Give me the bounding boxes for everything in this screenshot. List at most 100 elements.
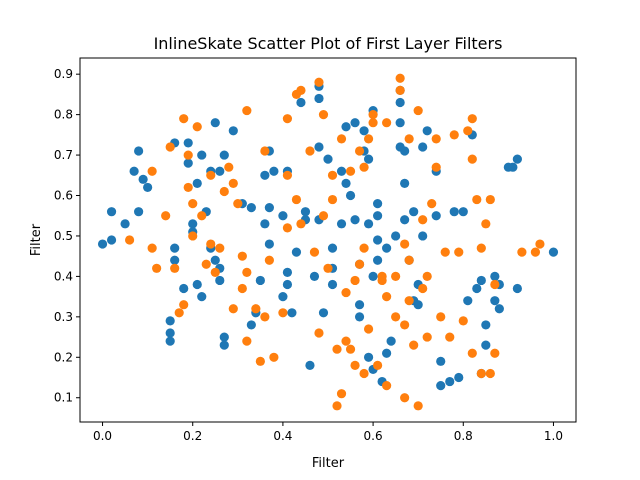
scatter-point	[463, 126, 473, 136]
scatter-point	[404, 255, 414, 265]
scatter-point	[219, 150, 229, 160]
scatter-point	[440, 247, 450, 257]
scatter-point	[350, 118, 360, 128]
scatter-point	[147, 243, 157, 253]
scatter-point	[219, 340, 229, 350]
scatter-point	[363, 352, 374, 362]
scatter-point	[323, 263, 333, 273]
scatter-point	[354, 300, 365, 310]
scatter-point	[382, 118, 392, 128]
scatter-point	[174, 308, 184, 318]
scatter-point	[188, 231, 198, 241]
scatter-point	[386, 336, 396, 346]
scatter-point	[400, 320, 410, 330]
scatter-point	[458, 207, 468, 217]
scatter-point	[373, 360, 383, 370]
scatter-point	[260, 170, 270, 180]
scatter-point	[476, 243, 486, 253]
scatter-point	[210, 118, 220, 128]
scatter-point	[490, 279, 500, 290]
y-axis-label: Filter	[29, 223, 44, 256]
scatter-point	[404, 296, 414, 306]
scatter-point	[210, 267, 220, 277]
scatter-point	[296, 85, 306, 95]
scatter-point	[395, 85, 405, 95]
scatter-point	[183, 150, 193, 160]
scatter-point	[395, 97, 405, 108]
scatter-point	[345, 344, 356, 354]
scatter-point	[336, 134, 347, 144]
scatter-point	[363, 134, 374, 144]
scatter-point	[436, 312, 446, 322]
scatter-point	[404, 134, 414, 144]
scatter-point	[449, 207, 459, 217]
scatter-point	[391, 271, 401, 281]
scatter-point	[373, 211, 383, 221]
scatter-point	[282, 223, 293, 233]
scatter-point	[260, 219, 270, 229]
scatter-point	[350, 275, 360, 286]
scatter-point	[287, 308, 297, 318]
scatter-point	[327, 170, 338, 180]
scatter-point	[215, 275, 225, 286]
scatter-point	[508, 162, 518, 172]
scatter-point	[363, 324, 374, 334]
scatter-point	[179, 283, 189, 294]
scatter-point	[481, 320, 491, 330]
scatter-point	[431, 134, 441, 144]
y-tick-label: 0.6	[54, 189, 73, 203]
scatter-point	[418, 215, 428, 225]
scatter-point	[336, 219, 347, 229]
scatter-point	[530, 247, 541, 257]
scatter-point	[373, 255, 383, 265]
scatter-point	[224, 162, 234, 172]
scatter-point	[264, 239, 274, 249]
points-layer	[97, 73, 559, 411]
scatter-point	[179, 114, 189, 124]
scatter-point	[291, 247, 302, 257]
y-tick-label: 0.3	[54, 310, 73, 324]
scatter-point	[409, 207, 419, 217]
scatter-point	[264, 203, 274, 213]
scatter-point	[400, 146, 410, 156]
scatter-point	[413, 105, 423, 116]
scatter-point	[467, 154, 477, 164]
scatter-point	[359, 126, 369, 136]
scatter-point	[188, 199, 198, 209]
scatter-point	[269, 166, 279, 176]
scatter-point	[454, 247, 464, 257]
scatter-point	[188, 219, 198, 229]
scatter-point	[278, 211, 288, 221]
scatter-point	[269, 352, 279, 362]
scatter-point	[278, 292, 288, 302]
scatter-point	[458, 316, 468, 326]
scatter-point	[143, 182, 153, 193]
scatter-point	[449, 130, 459, 140]
scatter-point	[260, 312, 270, 322]
scatter-point	[436, 381, 446, 391]
scatter-point	[512, 283, 522, 294]
scatter-point	[192, 178, 202, 188]
scatter-point	[391, 231, 401, 241]
scatter-point	[368, 271, 378, 281]
scatter-point	[197, 211, 207, 221]
scatter-point	[422, 126, 432, 136]
scatter-point	[170, 263, 180, 273]
scatter-point	[228, 178, 238, 188]
scatter-point	[305, 360, 315, 370]
scatter-point	[206, 170, 216, 180]
scatter-point	[400, 215, 410, 225]
scatter-point	[472, 194, 482, 205]
scatter-point	[228, 304, 238, 314]
scatter-point	[354, 146, 365, 156]
scatter-point	[332, 401, 342, 411]
scatter-point	[282, 279, 293, 290]
scatter-point	[296, 97, 306, 108]
scatter-point	[363, 219, 374, 229]
scatter-point	[485, 368, 495, 379]
scatter-point	[481, 219, 491, 229]
y-tick-label: 0.5	[54, 229, 73, 243]
scatter-point	[382, 292, 392, 302]
scatter-point	[183, 158, 193, 168]
scatter-point	[215, 166, 225, 176]
